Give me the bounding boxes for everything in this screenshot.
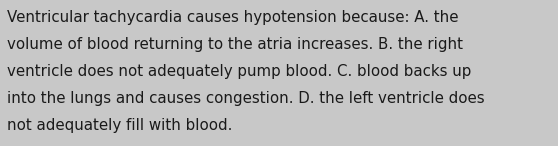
Text: Ventricular tachycardia causes hypotension because: A. the: Ventricular tachycardia causes hypotensi…: [7, 10, 459, 25]
Text: not adequately fill with blood.: not adequately fill with blood.: [7, 118, 233, 133]
Text: into the lungs and causes congestion. D. the left ventricle does: into the lungs and causes congestion. D.…: [7, 91, 485, 106]
Text: volume of blood returning to the atria increases. B. the right: volume of blood returning to the atria i…: [7, 37, 463, 52]
Text: ventricle does not adequately pump blood. C. blood backs up: ventricle does not adequately pump blood…: [7, 64, 472, 79]
